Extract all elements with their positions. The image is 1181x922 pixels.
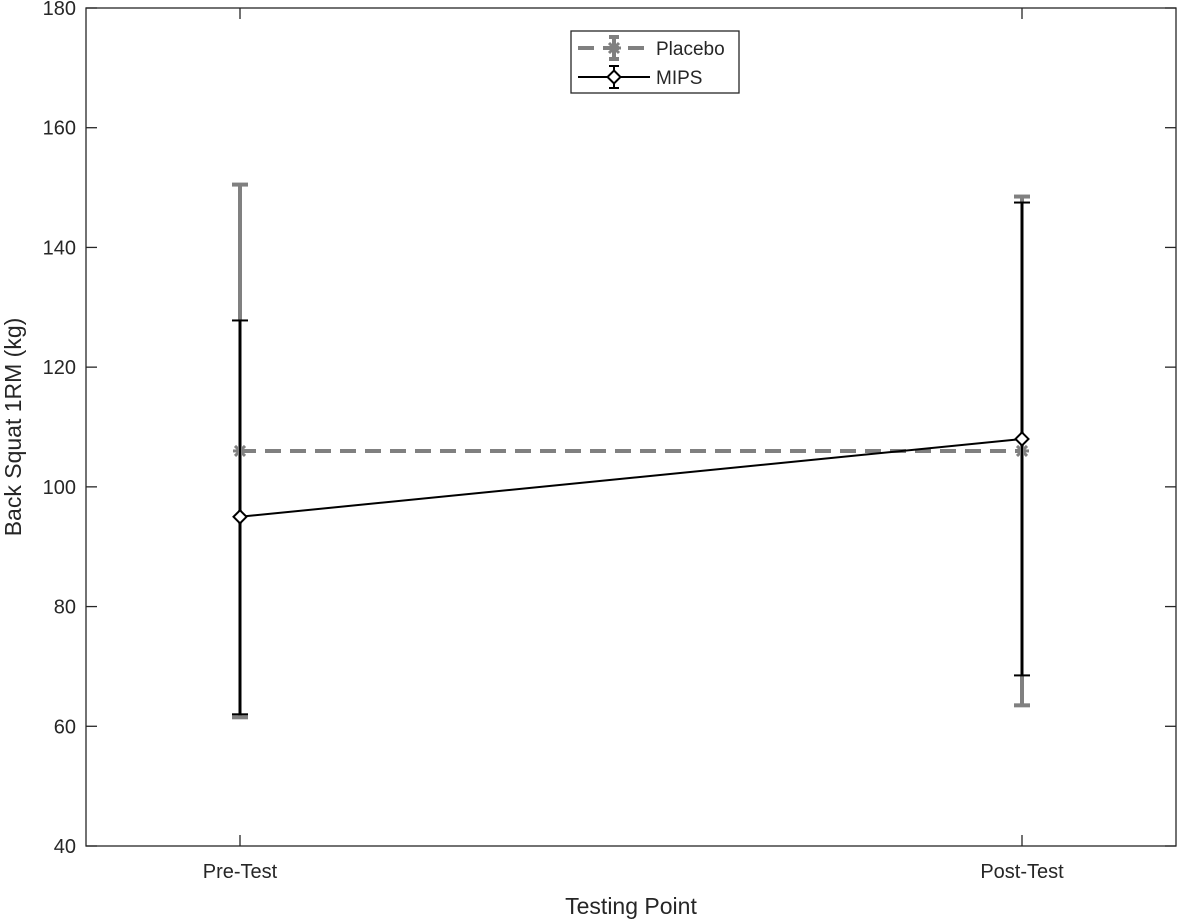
y-tick-label: 40 bbox=[54, 836, 76, 858]
x-tick-label: Post-Test bbox=[980, 861, 1064, 883]
data-point bbox=[232, 508, 248, 525]
legend-marker bbox=[607, 41, 621, 55]
y-tick-label: 160 bbox=[43, 118, 76, 140]
legend-marker bbox=[606, 69, 622, 85]
y-tick-label: 60 bbox=[54, 716, 76, 738]
y-axis-label: Back Squat 1RM (kg) bbox=[0, 318, 26, 537]
y-tick-label: 100 bbox=[43, 477, 76, 499]
plot-border bbox=[85, 7, 1177, 847]
legend: Placebo MIPS bbox=[570, 30, 740, 94]
legend-label: MIPS bbox=[656, 68, 702, 89]
legend-item-placebo: Placebo bbox=[578, 35, 725, 61]
y-tick-label: 80 bbox=[54, 597, 76, 619]
legend-box bbox=[570, 30, 740, 94]
x-axis: Pre-Test Post-Test bbox=[203, 8, 1064, 883]
legend-item-mips: MIPS bbox=[578, 65, 702, 89]
y-tick-label: 140 bbox=[43, 237, 76, 259]
series-layer bbox=[232, 182, 1030, 720]
x-axis-label: Testing Point bbox=[565, 893, 697, 919]
x-tick-label: Pre-Test bbox=[203, 861, 278, 883]
series-mips bbox=[232, 201, 1030, 716]
legend-label: Placebo bbox=[656, 39, 725, 60]
y-tick-label: 180 bbox=[43, 0, 76, 20]
data-point bbox=[1014, 431, 1030, 447]
y-axis: 40 60 80 100 120 140 160 180 bbox=[43, 0, 1176, 858]
plot-area bbox=[85, 7, 1177, 847]
series-line bbox=[239, 437, 1023, 518]
y-tick-label: 120 bbox=[43, 357, 76, 379]
marker-stroke bbox=[607, 41, 621, 55]
